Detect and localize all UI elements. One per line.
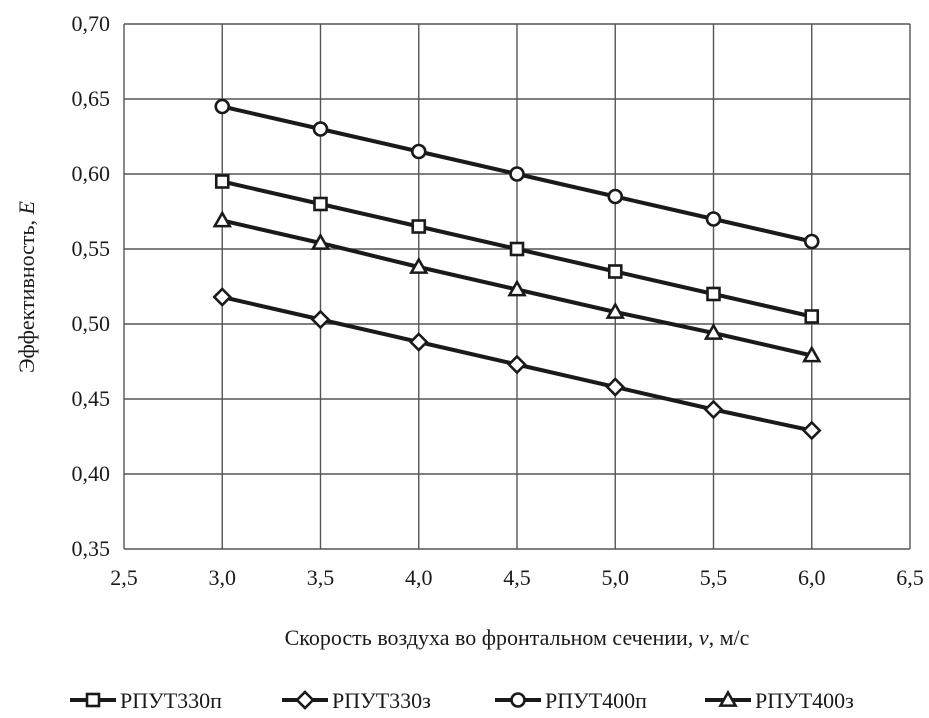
legend-marker	[295, 690, 315, 710]
x-tick-label: 2,5	[110, 565, 138, 590]
x-axis-title: Скорость воздуха во фронтальном сечении,…	[285, 625, 750, 650]
y-tick-label: 0,50	[72, 311, 111, 336]
data-point	[507, 354, 527, 375]
data-point	[313, 196, 328, 212]
legend-item-2: РПУТ400п	[495, 688, 647, 713]
series-2	[214, 98, 820, 250]
y-tick-label: 0,40	[72, 461, 111, 486]
data-point	[607, 188, 624, 205]
data-point	[703, 399, 724, 420]
legend: РПУТ330п РПУТ330з РПУТ400п РПУТ400з	[70, 688, 854, 713]
y-tick-label: 0,55	[72, 236, 111, 261]
data-point	[703, 322, 724, 340]
data-point	[706, 286, 721, 302]
data-point	[409, 256, 429, 274]
x-tick-label: 5,5	[700, 565, 728, 590]
legend-item-1: РПУТ330з	[282, 688, 431, 713]
x-tick-label: 3,0	[209, 565, 237, 590]
data-point	[607, 264, 623, 279]
legend-marker	[718, 689, 738, 707]
data-point	[410, 143, 427, 160]
data-point	[214, 98, 231, 115]
legend-label: РПУТ330п	[120, 688, 222, 713]
y-tick-label: 0,65	[72, 86, 111, 111]
y-tick-label: 0,70	[72, 11, 111, 36]
legend-label: РПУТ400з	[755, 688, 854, 713]
series-3	[212, 210, 822, 363]
y-tick-label: 0,60	[72, 161, 111, 186]
series-layer	[212, 98, 822, 441]
y-axis-title: Эффективность, E	[14, 200, 39, 373]
series-0	[214, 174, 820, 324]
data-point	[801, 420, 822, 441]
data-point	[705, 211, 722, 227]
y-axis-ticks: 0,35 0,40 0,45 0,50 0,55 0,60 0,65 0,70	[72, 11, 111, 561]
data-point	[408, 332, 429, 352]
x-tick-label: 3,5	[307, 565, 335, 590]
data-point	[507, 279, 527, 297]
legend-label: РПУТ400п	[545, 688, 647, 713]
data-point	[803, 233, 820, 250]
legend-marker	[510, 692, 526, 708]
legend-label: РПУТ330з	[332, 688, 431, 713]
data-point	[212, 210, 232, 228]
data-point	[605, 377, 626, 397]
y-tick-label: 0,45	[72, 386, 111, 411]
data-point	[212, 287, 233, 307]
x-axis-ticks: 2,5 3,0 3,5 4,0 4,5 5,0 5,5 6,0 6,5	[110, 565, 924, 590]
y-tick-label: 0,35	[72, 536, 111, 561]
data-point	[310, 309, 331, 330]
data-point	[802, 345, 822, 363]
data-point	[312, 121, 329, 137]
data-point	[509, 166, 525, 182]
x-tick-label: 4,5	[503, 565, 531, 590]
series-1	[212, 287, 822, 441]
legend-item-3: РПУТ400з	[705, 688, 854, 713]
x-tick-label: 5,0	[602, 565, 630, 590]
data-point	[509, 241, 525, 257]
legend-item-0: РПУТ330п	[70, 688, 222, 713]
data-point	[411, 219, 427, 234]
legend-marker	[85, 692, 101, 708]
x-tick-label: 4,0	[405, 565, 433, 590]
data-point	[804, 309, 820, 324]
x-tick-label: 6,5	[896, 565, 924, 590]
data-point	[310, 232, 331, 250]
x-tick-label: 6,0	[798, 565, 826, 590]
data-point	[605, 301, 625, 319]
data-point	[214, 174, 230, 189]
